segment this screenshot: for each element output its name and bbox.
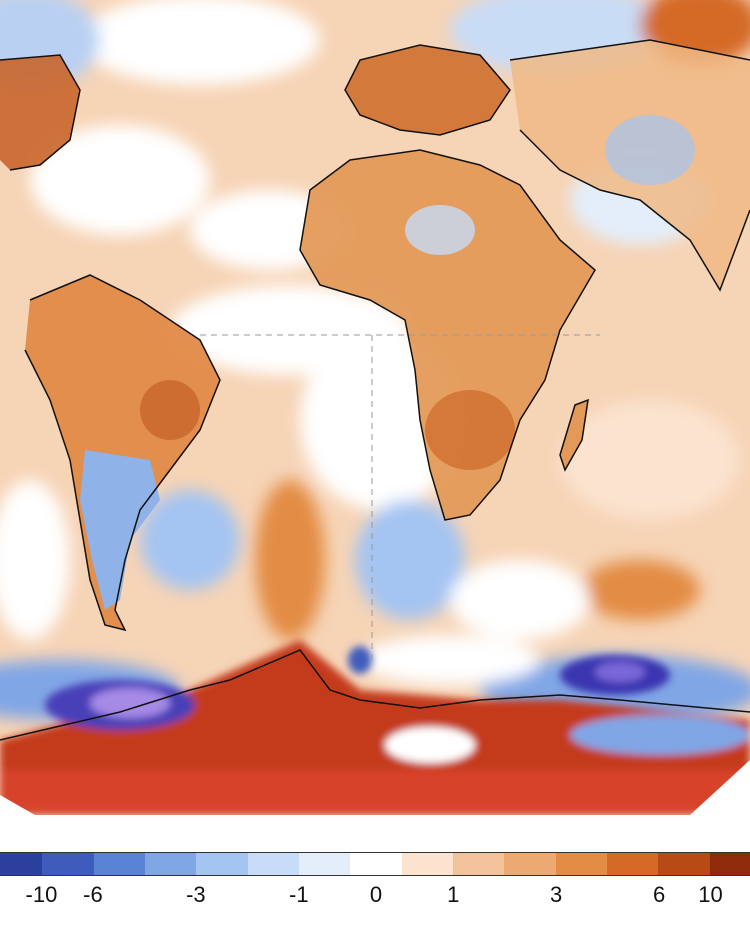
land-north-america [0, 55, 80, 170]
colorbar-tick-label: 1 [447, 882, 460, 907]
colorbar-swatch [196, 853, 248, 875]
colorbar-tick-label: -1 [289, 882, 309, 907]
colorbar-swatch [606, 853, 659, 875]
colorbar-swatch [247, 853, 299, 875]
colorbar-swatch [93, 853, 145, 875]
colorbar-swatch [144, 853, 197, 875]
land-europe [345, 45, 510, 135]
land-south-america [25, 275, 220, 630]
colorbar-swatch [504, 853, 556, 875]
colorbar-tick-label: 0 [369, 882, 383, 907]
graticule [200, 334, 600, 660]
projection-edge-right [690, 760, 750, 815]
colorbar-tick-label: -10 [25, 882, 58, 907]
colorbar-tick-label: 6 [652, 882, 666, 907]
colorbar-tick-label: -3 [186, 882, 206, 907]
colorbar-swatch [42, 853, 94, 875]
colorbar-swatch [0, 853, 43, 875]
colorbar-swatch [452, 853, 505, 875]
map-canvas [0, 0, 750, 815]
colorbar-swatch [350, 853, 402, 875]
antarctica-anomaly [0, 640, 750, 815]
land-madagascar [560, 400, 588, 470]
colorbar [0, 852, 750, 876]
colorbar-swatch [555, 853, 607, 875]
colorbar-swatch [709, 853, 750, 875]
colorbar-swatch [298, 853, 351, 875]
projection-edge-left [0, 795, 35, 815]
colorbar-swatch [401, 853, 453, 875]
colorbar-tick-label: 10 [698, 882, 723, 907]
coastlines [0, 39, 750, 741]
temperature-anomaly-map [0, 0, 750, 815]
colorbar-swatch [658, 853, 710, 875]
colorbar-tick-label: 3 [550, 882, 563, 907]
colorbar-tick-label: -6 [83, 882, 103, 907]
colorbar-labels: -10 -6 -3 -1 0 1 3 6 10 [0, 882, 750, 912]
land-patagonia-cool [80, 450, 160, 610]
